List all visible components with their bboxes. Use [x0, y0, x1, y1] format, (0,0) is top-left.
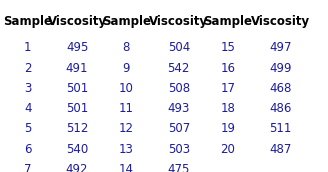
Text: 6: 6: [24, 143, 31, 156]
Text: 504: 504: [168, 41, 190, 54]
Text: 468: 468: [269, 82, 292, 95]
Text: 10: 10: [119, 82, 134, 95]
Text: 17: 17: [220, 82, 236, 95]
Text: 4: 4: [24, 102, 31, 115]
Text: 2: 2: [24, 62, 31, 75]
Text: 511: 511: [269, 122, 292, 136]
Text: 475: 475: [168, 163, 190, 172]
Text: 19: 19: [220, 122, 236, 136]
Text: 512: 512: [66, 122, 88, 136]
Text: 503: 503: [168, 143, 190, 156]
Text: 492: 492: [66, 163, 88, 172]
Text: 3: 3: [24, 82, 31, 95]
Text: 11: 11: [119, 102, 134, 115]
Text: 1: 1: [24, 41, 31, 54]
Text: 493: 493: [168, 102, 190, 115]
Text: 507: 507: [168, 122, 190, 136]
Text: 501: 501: [66, 102, 88, 115]
Text: 542: 542: [168, 62, 190, 75]
Text: 508: 508: [168, 82, 190, 95]
Text: Viscosity: Viscosity: [48, 15, 107, 29]
Text: 14: 14: [119, 163, 134, 172]
Text: 495: 495: [66, 41, 88, 54]
Text: Sample: Sample: [102, 15, 151, 29]
Text: 497: 497: [269, 41, 292, 54]
Text: 501: 501: [66, 82, 88, 95]
Text: 12: 12: [119, 122, 134, 136]
Text: 16: 16: [220, 62, 236, 75]
Text: 487: 487: [269, 143, 292, 156]
Text: Viscosity: Viscosity: [251, 15, 310, 29]
Text: 13: 13: [119, 143, 134, 156]
Text: 18: 18: [220, 102, 236, 115]
Text: 540: 540: [66, 143, 88, 156]
Text: Viscosity: Viscosity: [149, 15, 208, 29]
Text: 20: 20: [220, 143, 236, 156]
Text: 486: 486: [269, 102, 292, 115]
Text: 499: 499: [269, 62, 292, 75]
Text: 5: 5: [24, 122, 31, 136]
Text: 7: 7: [24, 163, 31, 172]
Text: 8: 8: [123, 41, 130, 54]
Text: Sample: Sample: [203, 15, 253, 29]
Text: 15: 15: [220, 41, 236, 54]
Text: Sample: Sample: [3, 15, 52, 29]
Text: 9: 9: [123, 62, 130, 75]
Text: 491: 491: [66, 62, 88, 75]
